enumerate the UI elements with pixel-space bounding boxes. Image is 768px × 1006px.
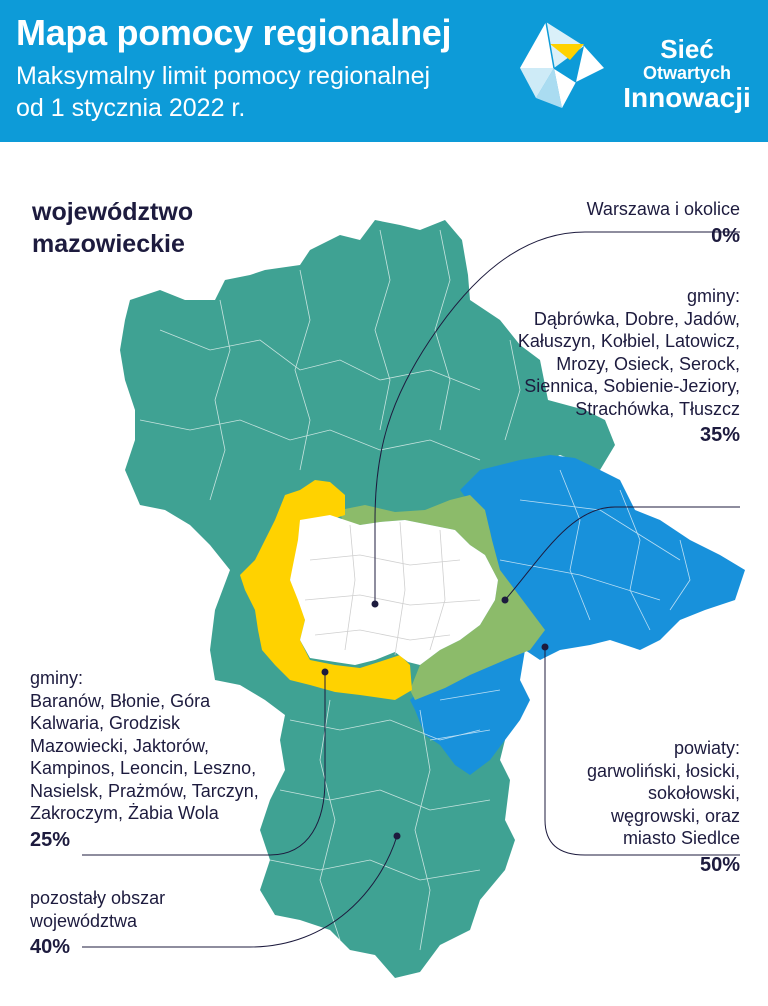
logo-line-1: Sieć bbox=[660, 34, 714, 64]
label-zone-50-names: garwoliński, łosicki, sokołowski, węgrow… bbox=[586, 760, 740, 849]
municipality-borders bbox=[139, 229, 691, 951]
warsaw-district-borders bbox=[304, 521, 481, 656]
page-title: Mapa pomocy regionalnej bbox=[16, 12, 452, 53]
logo-line-2: Otwartych bbox=[642, 63, 732, 83]
label-zone-35-intro: gminy: bbox=[686, 286, 740, 306]
logo-line-3: Innowacji bbox=[623, 82, 751, 113]
label-zone-25-intro: gminy: bbox=[30, 668, 84, 688]
label-warszawa-value: 0% bbox=[711, 224, 740, 247]
zone-0-area bbox=[290, 515, 498, 665]
label-zone-50: powiaty: garwoliński, łosicki, sokołowsk… bbox=[555, 737, 740, 876]
label-zone-50-intro: powiaty: bbox=[673, 738, 740, 758]
label-zone-40: pozostały obszar województwa 40% bbox=[30, 887, 230, 959]
zone-50-area bbox=[410, 455, 745, 775]
label-zone-40-text: pozostały obszar województwa bbox=[30, 888, 166, 931]
leader-dots bbox=[321, 596, 549, 840]
logo-text: Sieć Otwartych Innowacji bbox=[622, 36, 752, 112]
region-title: województwo mazowieckie bbox=[32, 198, 194, 258]
label-zone-25-value: 25% bbox=[30, 828, 71, 851]
logo: Sieć Otwartych Innowacji bbox=[512, 18, 768, 128]
logo-mark-icon bbox=[520, 21, 604, 108]
zone-35-area bbox=[340, 495, 545, 700]
region-map bbox=[82, 220, 745, 978]
label-zone-35: gminy: Dąbrówka, Dobre, Jadów, Kałuszyn,… bbox=[500, 285, 740, 447]
label-zone-25-names: Baranów, Błonie, Góra Kalwaria, Grodzisk… bbox=[30, 690, 259, 824]
label-zone-25: gminy: Baranów, Błonie, Góra Kalwaria, G… bbox=[30, 667, 265, 851]
leader-lines bbox=[82, 231, 740, 948]
label-warszawa-text: Warszawa i okolice bbox=[586, 199, 740, 219]
label-zone-35-value: 35% bbox=[699, 424, 740, 446]
label-zone-50-value: 50% bbox=[699, 853, 740, 876]
label-warszawa: Warszawa i okolice 0% bbox=[520, 198, 740, 247]
label-zone-35-names: Dąbrówka, Dobre, Jadów, Kałuszyn, Kołbie… bbox=[517, 308, 740, 419]
zone-25-area bbox=[240, 480, 412, 700]
page-subtitle: Maksymalny limit pomocy regionalnej od 1… bbox=[16, 62, 431, 122]
header-banner: Mapa pomocy regionalnej Maksymalny limit… bbox=[0, 0, 768, 142]
label-zone-40-value: 40% bbox=[30, 936, 71, 958]
